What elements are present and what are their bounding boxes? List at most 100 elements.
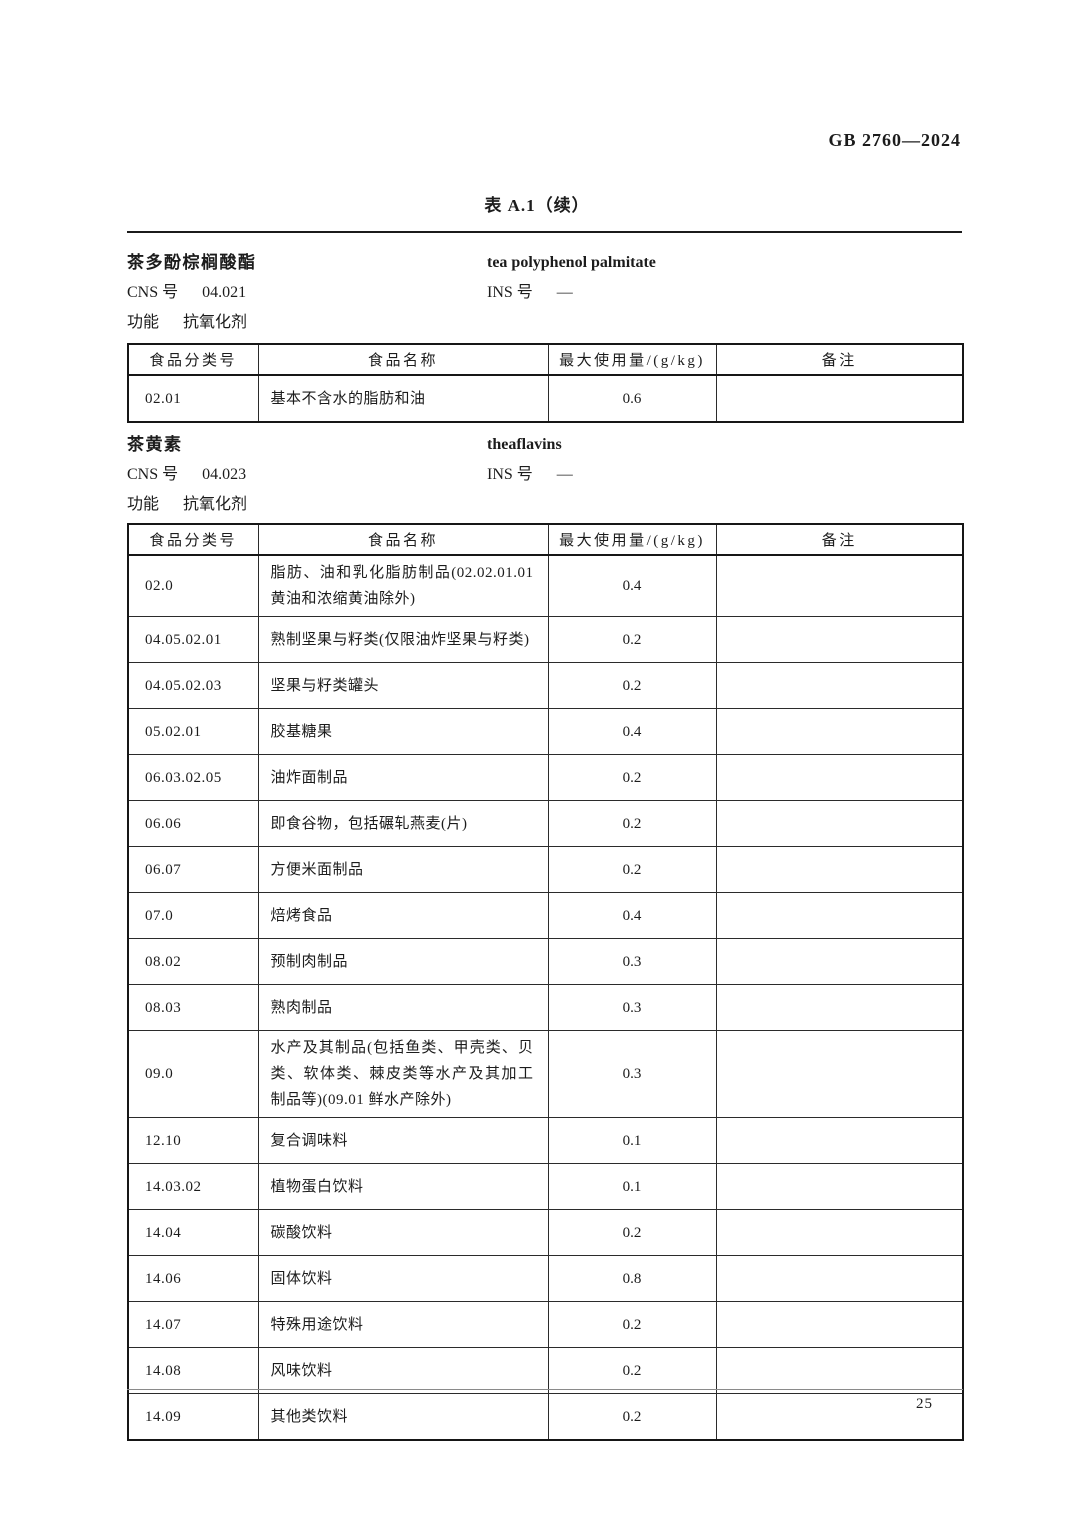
- cell-food: 预制肉制品: [257, 938, 549, 985]
- table-row: 08.02 预制肉制品 0.3: [127, 938, 964, 985]
- cell-note: [715, 800, 964, 847]
- cell-max: 0.2: [547, 1209, 717, 1256]
- table-row: 14.09 其他类饮料 0.2: [127, 1393, 964, 1441]
- page-number: 25: [916, 1396, 933, 1412]
- cell-max: 0.1: [547, 1163, 717, 1210]
- cell-food: 风味饮料: [257, 1347, 549, 1394]
- additive-function-row: 功能 抗氧化剂: [127, 311, 962, 341]
- cell-code: 14.09: [127, 1393, 259, 1441]
- ins-value: —: [556, 284, 573, 301]
- table-header-row: 食品分类号 食品名称 最大使用量/(g/kg) 备注: [127, 523, 964, 556]
- function-label: 功能: [127, 314, 160, 331]
- cell-code: 12.10: [127, 1117, 259, 1164]
- cell-note: [715, 1209, 964, 1256]
- cell-food: 即食谷物，包括碾轧燕麦(片): [257, 800, 549, 847]
- ins-label: INS 号: [487, 284, 533, 301]
- cell-code: 08.02: [127, 938, 259, 985]
- cell-food: 焙烤食品: [257, 892, 549, 939]
- table-row: 08.03 熟肉制品 0.3: [127, 984, 964, 1031]
- additive-name-row: 茶黄素 theaflavins: [127, 433, 962, 463]
- cell-note: [715, 1301, 964, 1348]
- cell-note: [715, 616, 964, 663]
- col-header-food-name: 食品名称: [257, 343, 549, 376]
- cell-code: 04.05.02.01: [127, 616, 259, 663]
- table-row: 14.03.02 植物蛋白饮料 0.1: [127, 1163, 964, 1210]
- cell-code: 14.08: [127, 1347, 259, 1394]
- cell-max: 0.2: [547, 662, 717, 709]
- col-header-remarks: 备注: [715, 343, 964, 376]
- cell-max: 0.3: [547, 984, 717, 1031]
- cell-food: 固体饮料: [257, 1255, 549, 1302]
- col-header-food-category-code: 食品分类号: [127, 343, 259, 376]
- table-row: 05.02.01 胶基糖果 0.4: [127, 708, 964, 755]
- cell-note: [715, 892, 964, 939]
- cell-max: 0.8: [547, 1255, 717, 1302]
- cell-max: 0.4: [547, 708, 717, 755]
- cell-max: 0.2: [547, 1347, 717, 1394]
- cell-food: 碳酸饮料: [257, 1209, 549, 1256]
- cell-note: [715, 1030, 964, 1118]
- cell-max: 0.3: [547, 1030, 717, 1118]
- cell-note: [715, 554, 964, 617]
- cell-max: 0.4: [547, 554, 717, 617]
- cell-food: 水产及其制品(包括鱼类、甲壳类、贝类、软体类、棘皮类等水产及其加工制品等)(09…: [257, 1030, 549, 1118]
- col-header-food-name: 食品名称: [257, 523, 549, 556]
- table-body: 02.01 基本不含水的脂肪和油 0.6: [127, 374, 964, 423]
- cell-food: 复合调味料: [257, 1117, 549, 1164]
- table-row: 04.05.02.03 坚果与籽类罐头 0.2: [127, 662, 964, 709]
- usage-table-tea-polyphenol-palmitate: 食品分类号 食品名称 最大使用量/(g/kg) 备注 02.01 基本不含水的脂肪…: [127, 343, 964, 423]
- cell-max: 0.2: [547, 846, 717, 893]
- cell-food: 基本不含水的脂肪和油: [257, 374, 549, 423]
- cell-note: [715, 708, 964, 755]
- cell-note: [715, 662, 964, 709]
- cell-food: 方便米面制品: [257, 846, 549, 893]
- table-row: 04.05.02.01 熟制坚果与籽类(仅限油炸坚果与籽类) 0.2: [127, 616, 964, 663]
- function-value: 抗氧化剂: [183, 314, 248, 331]
- cell-code: 04.05.02.03: [127, 662, 259, 709]
- cell-max: 0.1: [547, 1117, 717, 1164]
- cell-note: [715, 984, 964, 1031]
- cell-note: [715, 1255, 964, 1302]
- cell-food: 熟肉制品: [257, 984, 549, 1031]
- cell-food: 特殊用途饮料: [257, 1301, 549, 1348]
- cell-code: 06.07: [127, 846, 259, 893]
- function-label: 功能: [127, 496, 160, 513]
- cell-code: 09.0: [127, 1030, 259, 1118]
- additive-codes-row: CNS 号 04.021 INS 号 —: [127, 281, 962, 311]
- cell-food: 熟制坚果与籽类(仅限油炸坚果与籽类): [257, 616, 549, 663]
- additive-section-tea-polyphenol-palmitate: 茶多酚棕榈酸酯 tea polyphenol palmitate CNS 号 04…: [127, 251, 962, 341]
- table-row: 14.04 碳酸饮料 0.2: [127, 1209, 964, 1256]
- cell-food: 油炸面制品: [257, 754, 549, 801]
- cell-max: 0.2: [547, 1393, 717, 1441]
- cell-max: 0.3: [547, 938, 717, 985]
- cell-max: 0.6: [547, 374, 717, 423]
- cell-food: 脂肪、油和乳化脂肪制品(02.02.01.01 黄油和浓缩黄油除外): [257, 554, 549, 617]
- additive-codes-row: CNS 号 04.023 INS 号 —: [127, 463, 962, 493]
- cell-note: [715, 1163, 964, 1210]
- cell-code: 07.0: [127, 892, 259, 939]
- cell-code: 06.06: [127, 800, 259, 847]
- cell-note: [715, 1393, 964, 1441]
- ins-value: —: [556, 466, 573, 483]
- additive-section-theaflavins: 茶黄素 theaflavins CNS 号 04.023 INS 号 — 功能 抗氧化…: [127, 433, 962, 523]
- col-header-food-category-code: 食品分类号: [127, 523, 259, 556]
- cell-note: [715, 1347, 964, 1394]
- additive-name-en: tea polyphenol palmitate: [487, 254, 656, 271]
- cell-max: 0.4: [547, 892, 717, 939]
- col-header-remarks: 备注: [715, 523, 964, 556]
- additive-name-zh: 茶黄素: [127, 435, 183, 454]
- col-header-max-usage: 最大使用量/(g/kg): [547, 523, 717, 556]
- cell-code: 05.02.01: [127, 708, 259, 755]
- table-body: 02.0 脂肪、油和乳化脂肪制品(02.02.01.01 黄油和浓缩黄油除外) 0.…: [127, 554, 964, 1441]
- cell-code: 14.03.02: [127, 1163, 259, 1210]
- title-divider-rule: [127, 231, 962, 233]
- cell-note: [715, 846, 964, 893]
- table-row: 09.0 水产及其制品(包括鱼类、甲壳类、贝类、软体类、棘皮类等水产及其加工制品等…: [127, 1030, 964, 1118]
- cell-max: 0.2: [547, 616, 717, 663]
- table-row: 02.01 基本不含水的脂肪和油 0.6: [127, 374, 964, 423]
- cell-food: 植物蛋白饮料: [257, 1163, 549, 1210]
- cell-code: 02.01: [127, 374, 259, 423]
- cell-food: 其他类饮料: [257, 1393, 549, 1441]
- additive-name-en: theaflavins: [487, 436, 562, 453]
- cell-note: [715, 938, 964, 985]
